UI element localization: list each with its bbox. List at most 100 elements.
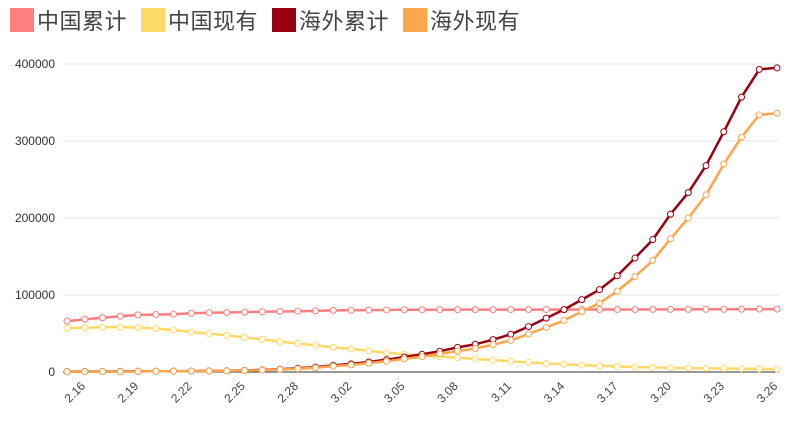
- data-point-3: [152, 367, 160, 375]
- data-point-3: [99, 368, 106, 376]
- data-point-1: [702, 364, 710, 372]
- data-point-0: [667, 305, 674, 313]
- x-tick-label: 2.28: [275, 379, 302, 406]
- legend-swatch-china-current: [141, 8, 166, 32]
- data-point-1: [755, 365, 763, 373]
- series-line-1: [66, 326, 778, 371]
- y-tick-label: 100000: [15, 288, 55, 302]
- data-point-1: [773, 365, 781, 373]
- data-point-3: [738, 133, 745, 141]
- data-point-3: [773, 109, 781, 117]
- x-tick-label: 3.17: [594, 379, 621, 406]
- legend-label-overseas-current: 海外现有: [430, 10, 521, 35]
- data-point-1: [613, 362, 621, 370]
- data-point-0: [773, 305, 781, 313]
- chart-legend: 中国累计 中国现有 海外累计 海外现有: [10, 4, 534, 36]
- data-point-0: [329, 306, 337, 314]
- data-point-0: [99, 314, 106, 322]
- data-point-1: [560, 360, 568, 368]
- legend-item-china-total[interactable]: 中国累计: [10, 4, 127, 36]
- data-point-0: [241, 308, 248, 316]
- data-point-3: [631, 273, 639, 281]
- data-point-0: [276, 307, 284, 315]
- y-tick-label: 200000: [15, 211, 55, 225]
- data-point-3: [578, 308, 586, 316]
- data-point-0: [525, 306, 532, 314]
- data-point-1: [81, 324, 89, 332]
- data-point-0: [418, 306, 426, 314]
- x-tick-label: 2.22: [168, 379, 195, 406]
- data-point-1: [63, 324, 71, 332]
- data-point-0: [755, 305, 763, 313]
- x-tick-label: 2.16: [62, 379, 89, 406]
- data-point-0: [312, 307, 319, 315]
- data-point-3: [596, 299, 603, 307]
- data-point-2: [649, 236, 657, 244]
- data-point-3: [347, 361, 355, 369]
- x-tick-label: 3.26: [754, 379, 781, 406]
- data-point-0: [684, 305, 692, 313]
- legend-item-china-current[interactable]: 中国现有: [141, 4, 258, 36]
- data-point-2: [720, 128, 728, 136]
- legend-item-overseas-total[interactable]: 海外累计: [272, 4, 389, 36]
- data-point-1: [738, 365, 745, 373]
- data-point-2: [542, 314, 550, 322]
- data-point-2: [560, 306, 568, 314]
- data-point-1: [276, 338, 284, 346]
- data-point-0: [365, 306, 373, 314]
- x-tick-label: 3.23: [701, 379, 728, 406]
- data-point-2: [773, 64, 781, 72]
- x-tick-label: 3.08: [434, 379, 461, 406]
- data-point-1: [116, 323, 124, 331]
- data-point-1: [720, 365, 728, 373]
- x-tick-label: 3.14: [541, 379, 568, 406]
- data-point-3: [294, 365, 302, 373]
- data-point-3: [276, 366, 284, 374]
- data-point-3: [613, 287, 621, 295]
- data-point-3: [649, 256, 657, 264]
- legend-label-overseas-total: 海外累计: [299, 10, 390, 35]
- data-point-3: [63, 368, 71, 376]
- data-point-0: [613, 305, 621, 313]
- data-point-1: [667, 364, 674, 372]
- data-point-1: [152, 325, 160, 333]
- data-point-0: [738, 305, 745, 313]
- data-point-0: [63, 317, 71, 325]
- data-point-1: [525, 358, 532, 366]
- data-point-1: [187, 328, 195, 336]
- data-point-0: [542, 306, 550, 314]
- data-point-3: [720, 160, 728, 168]
- data-point-1: [223, 331, 231, 339]
- data-point-0: [702, 305, 710, 313]
- data-point-3: [170, 367, 177, 375]
- data-point-0: [294, 307, 302, 315]
- data-point-3: [525, 330, 532, 338]
- data-point-2: [667, 210, 674, 218]
- data-point-0: [436, 306, 444, 314]
- data-point-0: [223, 308, 231, 316]
- data-point-1: [258, 335, 266, 343]
- legend-label-china-total: 中国累计: [37, 10, 128, 35]
- data-point-3: [542, 323, 550, 331]
- data-point-3: [383, 357, 390, 365]
- data-point-3: [241, 367, 248, 375]
- data-point-3: [454, 347, 461, 355]
- data-point-1: [294, 340, 302, 348]
- data-point-3: [418, 353, 426, 361]
- data-point-0: [631, 305, 639, 313]
- data-point-0: [454, 306, 461, 314]
- data-point-3: [436, 350, 444, 358]
- legend-swatch-overseas-total: [272, 8, 297, 32]
- data-point-0: [152, 311, 160, 319]
- data-point-0: [134, 311, 142, 319]
- data-point-1: [205, 330, 213, 337]
- data-point-0: [347, 306, 355, 314]
- data-point-3: [471, 345, 479, 353]
- data-point-3: [116, 367, 124, 375]
- legend-item-overseas-current[interactable]: 海外现有: [403, 4, 520, 36]
- x-tick-label: 3.11: [488, 379, 514, 405]
- data-point-3: [258, 366, 266, 374]
- data-point-0: [400, 306, 408, 314]
- data-point-3: [223, 367, 231, 375]
